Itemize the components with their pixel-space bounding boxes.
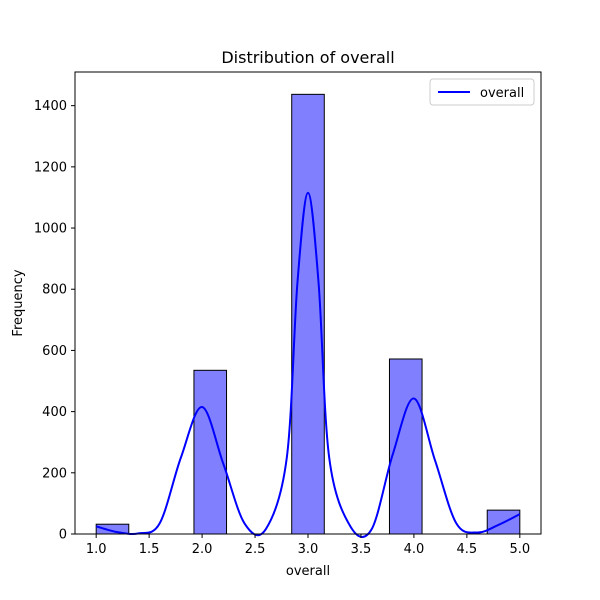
x-tick-label-4: 3.0 [298, 542, 319, 557]
kde-layer [95, 191, 521, 538]
x-tick-label-6: 4.0 [404, 542, 425, 557]
legend: overall [429, 78, 535, 106]
y-tick-label-3: 600 [42, 344, 67, 359]
x-axis: 1.0 1.5 2.0 2.5 3.0 3.5 4.0 4.5 5.0 [86, 534, 530, 557]
histogram-bar-3 [193, 369, 228, 535]
x-tick-label-5: 3.5 [351, 542, 372, 557]
kde-line-0 [95, 191, 521, 538]
x-tick-label-7: 4.5 [457, 542, 478, 557]
y-tick-label-4: 800 [42, 283, 67, 298]
x-tick-label-3: 2.5 [245, 542, 266, 557]
chart-title: Distribution of overall [221, 48, 394, 67]
y-axis: 0 200 400 600 800 1000 1200 1400 [34, 99, 75, 543]
y-axis-label: Frequency [11, 269, 26, 336]
x-tick-label-0: 1.0 [86, 542, 107, 557]
y-tick-label-1: 200 [42, 466, 67, 481]
x-tick-label-1: 1.5 [139, 542, 160, 557]
x-tick-label-8: 5.0 [509, 542, 530, 557]
y-tick-label-6: 1200 [34, 160, 67, 175]
y-tick-label-2: 400 [42, 405, 67, 420]
legend-label-overall: overall [480, 86, 524, 101]
y-tick-label-5: 1000 [34, 222, 67, 237]
y-tick-label-0: 0 [59, 528, 67, 543]
y-tick-label-7: 1400 [34, 99, 67, 114]
histogram-bar-6 [291, 93, 325, 535]
legend-box [429, 78, 535, 106]
x-tick-label-2: 2.0 [192, 542, 213, 557]
x-axis-label: overall [286, 564, 330, 579]
